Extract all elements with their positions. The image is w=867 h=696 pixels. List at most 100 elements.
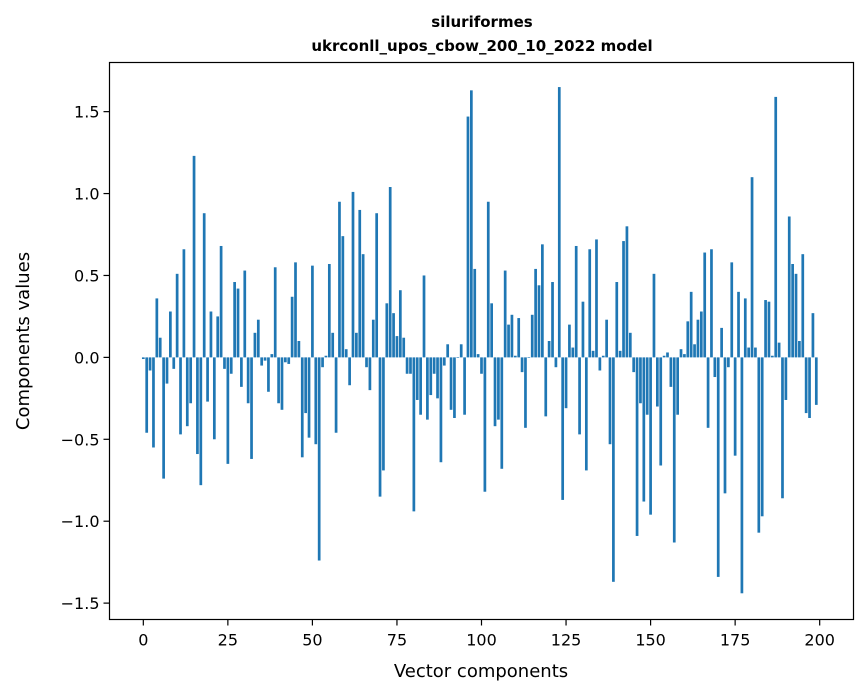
bar-174 bbox=[730, 262, 734, 358]
bar-197 bbox=[808, 357, 811, 418]
bar-0 bbox=[141, 357, 145, 360]
bar-73 bbox=[388, 187, 392, 358]
bar-131 bbox=[584, 357, 588, 471]
bar-185 bbox=[767, 301, 771, 358]
bar-2 bbox=[148, 357, 152, 371]
bar-169 bbox=[713, 357, 717, 378]
bar-23 bbox=[219, 245, 223, 358]
bar-31 bbox=[246, 357, 250, 404]
bar-110 bbox=[513, 355, 517, 358]
bar-98 bbox=[473, 268, 477, 358]
bar-54 bbox=[324, 355, 328, 358]
bar-130 bbox=[581, 301, 585, 358]
bar-12 bbox=[182, 249, 186, 358]
x-tick-label: 125 bbox=[551, 631, 582, 650]
bar-65 bbox=[361, 254, 365, 358]
bar-40 bbox=[277, 357, 280, 404]
bar-129 bbox=[578, 357, 581, 435]
y-tick-label: −1.5 bbox=[61, 594, 100, 613]
bar-61 bbox=[348, 357, 351, 386]
bar-103 bbox=[490, 303, 493, 358]
bar-94 bbox=[459, 344, 463, 358]
bar-4 bbox=[155, 298, 159, 358]
bar-28 bbox=[236, 288, 240, 358]
bar-163 bbox=[693, 344, 696, 358]
bar-170 bbox=[716, 357, 720, 577]
bar-76 bbox=[398, 290, 402, 358]
y-axis-label: Components values bbox=[13, 252, 34, 430]
bar-165 bbox=[699, 311, 703, 358]
x-axis-label: Vector components bbox=[394, 661, 568, 682]
bar-122 bbox=[554, 357, 558, 368]
bar-16 bbox=[196, 357, 199, 455]
chart-subtitle: ukrconll_upos_cbow_200_10_2022 model bbox=[311, 37, 652, 55]
bar-172 bbox=[723, 357, 727, 494]
bar-109 bbox=[510, 314, 514, 358]
bar-69 bbox=[375, 213, 379, 358]
bar-38 bbox=[270, 354, 274, 358]
bar-89 bbox=[442, 357, 446, 366]
y-tick-label: 0.5 bbox=[74, 266, 99, 285]
bar-192 bbox=[791, 264, 794, 358]
bar-157 bbox=[672, 357, 676, 543]
bar-59 bbox=[341, 236, 345, 358]
bar-119 bbox=[544, 357, 548, 417]
bar-43 bbox=[287, 357, 291, 364]
bar-132 bbox=[588, 249, 592, 358]
y-tick-label: 0.0 bbox=[74, 348, 99, 367]
bar-146 bbox=[635, 357, 639, 536]
x-axis-ticks: 0 25 50 75 100 125 150 175 200 bbox=[138, 619, 835, 650]
bar-42 bbox=[284, 357, 287, 363]
bar-68 bbox=[371, 319, 375, 358]
bar-80 bbox=[412, 357, 416, 512]
x-tick-label: 0 bbox=[138, 631, 148, 650]
bar-45 bbox=[294, 262, 297, 358]
y-tick-label: −0.5 bbox=[61, 430, 100, 449]
bar-134 bbox=[595, 239, 598, 358]
bar-140 bbox=[615, 282, 619, 358]
bar-50 bbox=[311, 265, 314, 358]
bar-199 bbox=[814, 357, 818, 405]
bar-93 bbox=[456, 357, 460, 358]
bar-71 bbox=[382, 357, 385, 471]
bar-193 bbox=[794, 273, 798, 358]
bar-195 bbox=[801, 254, 805, 358]
bar-181 bbox=[754, 347, 757, 358]
bar-41 bbox=[280, 357, 284, 410]
bar-29 bbox=[240, 357, 243, 387]
bar-1 bbox=[145, 357, 149, 433]
bar-154 bbox=[662, 355, 666, 358]
bar-52 bbox=[317, 357, 321, 561]
bar-176 bbox=[737, 291, 740, 358]
x-tick-label: 25 bbox=[218, 631, 238, 650]
bar-70 bbox=[378, 357, 382, 497]
bar-142 bbox=[622, 241, 625, 358]
bar-67 bbox=[368, 357, 372, 391]
bar-5 bbox=[158, 337, 162, 358]
bar-47 bbox=[300, 357, 304, 458]
bar-88 bbox=[439, 357, 443, 463]
bar-139 bbox=[612, 357, 615, 582]
bar-151 bbox=[652, 273, 656, 358]
bar-152 bbox=[656, 357, 659, 407]
x-tick-label: 150 bbox=[635, 631, 666, 650]
bar-91 bbox=[449, 357, 453, 410]
bar-20 bbox=[209, 311, 213, 358]
bar-64 bbox=[358, 209, 362, 358]
bar-58 bbox=[338, 201, 341, 358]
y-axis-ticks: −1.5 −1.0 −0.5 0.0 0.5 1.0 1.5 bbox=[61, 103, 110, 613]
bar-125 bbox=[564, 357, 568, 409]
bar-79 bbox=[409, 357, 412, 374]
bar-106 bbox=[500, 357, 504, 469]
bar-37 bbox=[267, 357, 270, 392]
bar-84 bbox=[426, 357, 429, 420]
bar-15 bbox=[192, 155, 196, 358]
bar-191 bbox=[787, 216, 791, 358]
bar-115 bbox=[530, 314, 534, 358]
y-tick-label: −1.0 bbox=[61, 512, 100, 531]
bar-166 bbox=[703, 252, 707, 358]
bar-175 bbox=[733, 357, 737, 456]
bar-153 bbox=[659, 357, 663, 466]
bar-190 bbox=[784, 357, 788, 400]
bar-162 bbox=[689, 291, 693, 358]
